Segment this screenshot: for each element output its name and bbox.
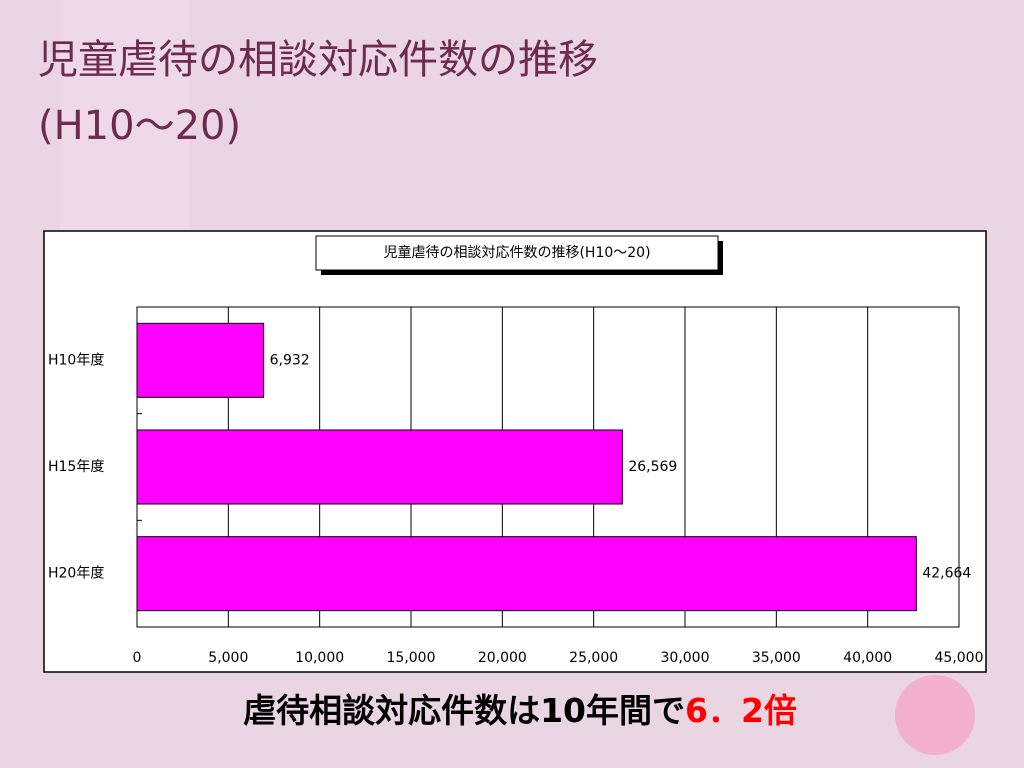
data-label: 6,932 [270, 352, 310, 368]
title-box [315, 235, 719, 271]
x-tick-label: 45,000 [935, 650, 984, 666]
caption-text: 虐待相談対応件数は10年間で [243, 691, 685, 730]
y-tick-label: H20年度 [48, 566, 104, 582]
x-tick-label: 30,000 [661, 650, 710, 666]
data-label: 26,569 [628, 459, 677, 475]
caption-highlight: 6．2倍 [685, 691, 797, 730]
slide-title: (H10～20) [38, 103, 241, 149]
x-tick-label: 10,000 [295, 650, 344, 666]
bar [136, 429, 623, 505]
y-tick-label: H15年度 [48, 459, 104, 475]
x-tick-label: 15,000 [387, 650, 436, 666]
chart-title: 児童虐待の相談対応件数の推移(H10～20) [383, 244, 650, 261]
flower-decoration [895, 675, 975, 755]
y-tick-label: H10年度 [48, 352, 104, 368]
decoration [60, 0, 190, 240]
data-label: 42,664 [922, 566, 971, 582]
x-tick-label: 35,000 [752, 650, 801, 666]
bar [136, 322, 265, 398]
x-tick-label: 5,000 [208, 650, 248, 666]
x-tick-label: 20,000 [478, 650, 527, 666]
bar [136, 536, 917, 612]
caption: 虐待相談対応件数は10年間で6．2倍 [243, 691, 797, 730]
slide-title: 児童虐待の相談対応件数の推移 [38, 37, 598, 83]
x-tick-label: 25,000 [569, 650, 618, 666]
x-tick-label: 40,000 [843, 650, 892, 666]
x-tick-label: 0 [133, 650, 142, 666]
plot: 0 5,000 10,000 15,000 20,000 25,000 30,000 35,0… [48, 306, 984, 666]
